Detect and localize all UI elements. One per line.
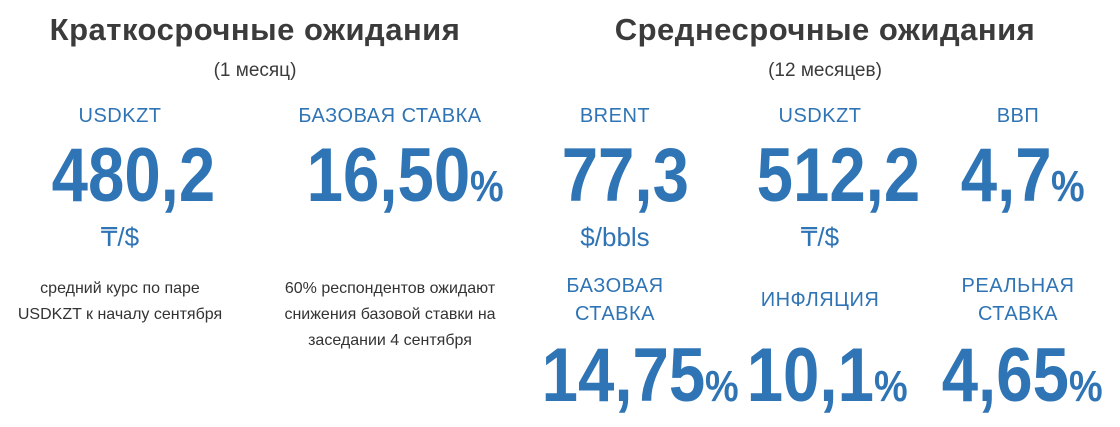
value-unit: % — [1051, 162, 1085, 211]
section-subtitle: (12 месяцев) — [768, 60, 882, 81]
value-text: 4,7 — [960, 133, 1052, 218]
value-text: 4,65 — [942, 333, 1070, 418]
value-text: 10,1 — [747, 333, 875, 418]
item-note: 60% респондентов ожидают снижения базово… — [284, 280, 496, 349]
item-value: 14,75% — [515, 333, 739, 427]
value-unit: % — [470, 162, 504, 211]
item-label: USDKZT — [78, 105, 162, 127]
item-unit: ₸/$ — [800, 222, 840, 252]
section-title: Краткосрочные ожидания — [49, 12, 461, 47]
value-text: 512,2 — [756, 133, 921, 218]
value-text: 16,50 — [306, 133, 471, 218]
item-value: 4,7% — [928, 136, 1108, 227]
item-value: 10,1% — [720, 336, 920, 427]
item-value: 480,2 — [20, 136, 220, 216]
section-subtitle: (1 месяц) — [213, 60, 297, 81]
item-unit: $/bbls — [580, 222, 650, 252]
item-label: USDKZT — [778, 105, 862, 127]
value-unit: % — [705, 362, 739, 411]
value-unit: % — [1069, 362, 1104, 411]
value-text: 77,3 — [561, 133, 689, 218]
item-unit: ₸/$ — [100, 222, 140, 252]
item-label: ИНФЛЯЦИЯ — [760, 289, 880, 311]
item-note: средний курс по паре USDKZT к началу сен… — [17, 280, 223, 323]
item-label: ВВП — [996, 105, 1040, 127]
value-text: 480,2 — [51, 133, 216, 218]
item-label: БАЗОВАЯ СТАВКА — [298, 105, 482, 127]
value-text: 14,75 — [541, 333, 706, 418]
item-value: 77,3 — [525, 136, 705, 216]
item-value: 512,2 — [730, 136, 921, 216]
value-unit: % — [874, 362, 909, 411]
item-label: РЕАЛЬНАЯ СТАВКА — [961, 275, 1075, 325]
section-title: Среднесрочные ожидания — [614, 12, 1036, 47]
item-label: БАЗОВАЯ СТАВКА — [566, 275, 664, 325]
item-value: 16,50% — [280, 133, 504, 227]
item-value: 4,65% — [915, 336, 1115, 427]
item-label: BRENT — [579, 105, 651, 127]
